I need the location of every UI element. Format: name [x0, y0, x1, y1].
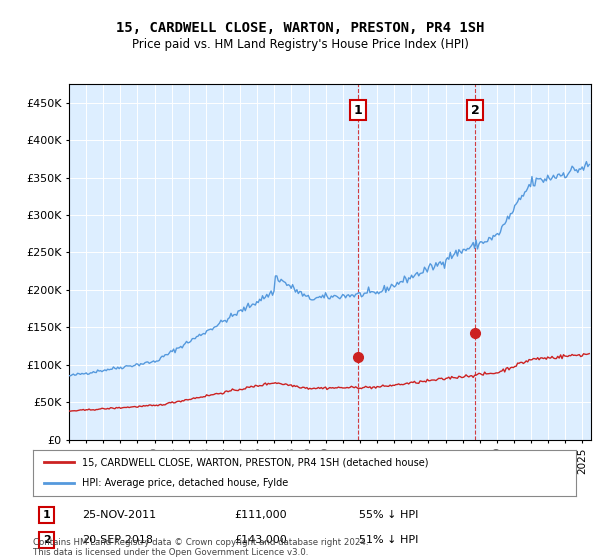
Text: Contains HM Land Registry data © Crown copyright and database right 2024.
This d: Contains HM Land Registry data © Crown c… [33, 538, 368, 557]
Text: 51% ↓ HPI: 51% ↓ HPI [359, 535, 418, 545]
Text: 2: 2 [43, 535, 50, 545]
Text: 55% ↓ HPI: 55% ↓ HPI [359, 510, 418, 520]
Text: 1: 1 [354, 104, 362, 116]
Text: Price paid vs. HM Land Registry's House Price Index (HPI): Price paid vs. HM Land Registry's House … [131, 38, 469, 51]
Text: 15, CARDWELL CLOSE, WARTON, PRESTON, PR4 1SH: 15, CARDWELL CLOSE, WARTON, PRESTON, PR4… [116, 21, 484, 35]
Text: 20-SEP-2018: 20-SEP-2018 [82, 535, 153, 545]
Text: £111,000: £111,000 [234, 510, 287, 520]
Text: HPI: Average price, detached house, Fylde: HPI: Average price, detached house, Fyld… [82, 478, 288, 488]
Text: £143,000: £143,000 [234, 535, 287, 545]
Text: 15, CARDWELL CLOSE, WARTON, PRESTON, PR4 1SH (detached house): 15, CARDWELL CLOSE, WARTON, PRESTON, PR4… [82, 457, 428, 467]
Text: 1: 1 [43, 510, 50, 520]
Text: 25-NOV-2011: 25-NOV-2011 [82, 510, 156, 520]
Text: 2: 2 [470, 104, 479, 116]
